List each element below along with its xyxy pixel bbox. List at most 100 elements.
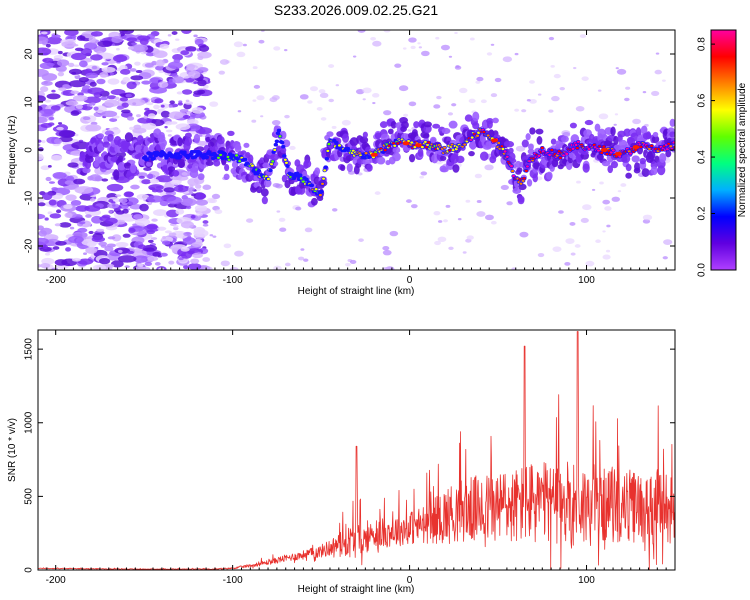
spectrogram-noise-blob bbox=[138, 175, 145, 179]
spectrogram-ridge-core bbox=[324, 157, 329, 161]
spectrogram-noise-blob bbox=[109, 118, 118, 122]
spectrogram-noise-blob bbox=[51, 89, 56, 93]
spectrogram-ridge-core bbox=[195, 153, 200, 158]
spectrogram-faint-blob bbox=[440, 44, 450, 51]
spectrogram-noise-blob bbox=[40, 165, 50, 171]
spectrogram-faint-blob bbox=[303, 258, 309, 262]
spectrogram-faint-blob bbox=[372, 93, 380, 98]
spectrogram-noise-blob bbox=[129, 68, 137, 72]
spectrogram-xtick-label: -200 bbox=[46, 275, 66, 286]
spectrogram-noise-blob bbox=[62, 84, 70, 89]
spectrogram-ridge-hot bbox=[283, 158, 287, 161]
spectrogram-noise-blob bbox=[86, 103, 92, 107]
spectrogram-ridge-hot bbox=[318, 193, 322, 197]
spectrogram-faint-blob bbox=[261, 30, 265, 33]
spectrogram-noise-blob bbox=[72, 95, 88, 102]
spectrogram-faint-blob bbox=[519, 231, 529, 238]
spectrogram-ridge-core bbox=[175, 152, 181, 156]
spectrogram-faint-blob bbox=[448, 246, 454, 250]
spectrogram-faint-blob bbox=[382, 266, 389, 270]
spectrogram-ridge-hot bbox=[323, 169, 327, 172]
spectrogram-noise-blob bbox=[48, 122, 55, 126]
spectrogram-noise-blob bbox=[191, 107, 204, 114]
spectrogram-faint-blob bbox=[663, 239, 673, 246]
spectrogram-noise-blob bbox=[106, 183, 124, 192]
spectrogram-noise-blob bbox=[160, 110, 171, 118]
spectrogram-ridge-core bbox=[319, 189, 324, 194]
spectrogram-faint-blob bbox=[662, 256, 668, 260]
spectrogram-noise-blob bbox=[82, 116, 91, 121]
spectrogram-noise-blob bbox=[49, 213, 62, 219]
spectrogram-faint-blob bbox=[234, 250, 244, 257]
spectrogram-faint-blob bbox=[565, 238, 575, 244]
spectrogram-ridge-halo bbox=[376, 156, 386, 165]
spectrogram-noise-blob bbox=[89, 174, 102, 182]
spectrogram-faint-blob bbox=[476, 211, 486, 217]
spectrogram-noise-blob bbox=[159, 252, 168, 257]
spectrogram-ridge-halo bbox=[525, 133, 531, 141]
snr-ylabel: SNR (10 * v/v) bbox=[7, 418, 18, 482]
spectrogram-noise-blob bbox=[126, 81, 137, 90]
spectrogram-faint-blob bbox=[352, 55, 357, 58]
spectrogram-noise-blob bbox=[176, 91, 183, 95]
spectrogram-faint-blob bbox=[529, 99, 537, 104]
snr-ytick-label: 1000 bbox=[24, 411, 35, 434]
spectrogram-faint-blob bbox=[318, 89, 326, 94]
spectrogram-faint-blob bbox=[251, 119, 257, 123]
spectrogram-ridge-hot bbox=[322, 177, 326, 180]
spectrogram-noise-blob bbox=[54, 223, 61, 227]
spectrogram-ridge-halo bbox=[97, 133, 105, 139]
spectrogram-noise-blob bbox=[90, 102, 96, 105]
spectrogram-ridge-hot bbox=[454, 147, 458, 151]
spectrogram-faint-blob bbox=[572, 66, 577, 70]
spectrogram-ridge-hot bbox=[451, 148, 455, 152]
spectrogram-noise-blob bbox=[187, 178, 199, 186]
spectrogram-faint-blob bbox=[246, 218, 254, 223]
spectrogram-ridge-halo bbox=[468, 150, 475, 157]
spectrogram-noise-blob bbox=[197, 55, 204, 61]
spectrogram-ridge-hot bbox=[427, 141, 431, 144]
spectrogram-ridge-halo bbox=[464, 114, 473, 122]
spectrogram-ridge-halo bbox=[411, 129, 418, 136]
spectrogram-ridge-hot bbox=[470, 136, 474, 139]
spectrogram-faint-blob bbox=[236, 51, 246, 58]
spectrogram-ridge-halo bbox=[584, 119, 594, 126]
spectrogram-peak bbox=[402, 141, 410, 146]
spectrogram-xtick-label: 100 bbox=[578, 275, 595, 286]
spectrogram-ridge-halo bbox=[582, 163, 590, 173]
spectrogram-ridge-hot bbox=[364, 152, 368, 155]
spectrogram-noise-blob bbox=[144, 62, 154, 68]
spectrogram-noise-blob bbox=[154, 98, 164, 104]
spectrogram-noise-blob bbox=[93, 45, 107, 54]
spectrogram-noise-blob bbox=[186, 63, 196, 71]
spectrogram-noise-blob bbox=[83, 42, 98, 50]
spectrogram-ridge-halo bbox=[448, 120, 458, 129]
colorbar: 0.0 0.2 0.4 0.6 0.8 Normalized spectral ampl… bbox=[697, 29, 748, 277]
spectrogram-faint-blob bbox=[526, 98, 531, 102]
spectrogram-ytick-label: -20 bbox=[24, 238, 35, 253]
spectrogram-faint-blob bbox=[448, 55, 453, 58]
spectrogram-noise-blob bbox=[88, 36, 96, 43]
spectrogram-noise-blob bbox=[63, 204, 73, 209]
spectrogram-ridge-halo bbox=[422, 133, 430, 139]
spectrogram-faint-blob bbox=[289, 145, 296, 150]
spectrogram-ridge-halo bbox=[193, 133, 201, 144]
spectrogram-noise-blob bbox=[65, 247, 72, 252]
spectrogram-ridge-hot bbox=[575, 146, 579, 150]
spectrogram-ridge-core bbox=[289, 172, 294, 177]
spectrogram-noise-blob bbox=[198, 133, 203, 137]
spectrogram-noise-blob bbox=[172, 226, 179, 231]
spectrogram-faint-blob bbox=[455, 65, 460, 68]
spectrogram-faint-blob bbox=[195, 212, 203, 217]
spectrogram-faint-blob bbox=[418, 46, 422, 49]
spectrogram-ridge-halo bbox=[130, 163, 137, 174]
spectrogram-faint-blob bbox=[331, 125, 337, 129]
spectrogram-faint-blob bbox=[558, 210, 564, 214]
spectrogram-ridge-hot bbox=[413, 145, 417, 149]
spectrogram-noise-blob bbox=[196, 141, 209, 146]
spectrogram-noise-blob bbox=[168, 111, 184, 120]
spectrogram-noise-blob bbox=[144, 107, 150, 111]
snr-ytick-label: 500 bbox=[24, 488, 35, 505]
